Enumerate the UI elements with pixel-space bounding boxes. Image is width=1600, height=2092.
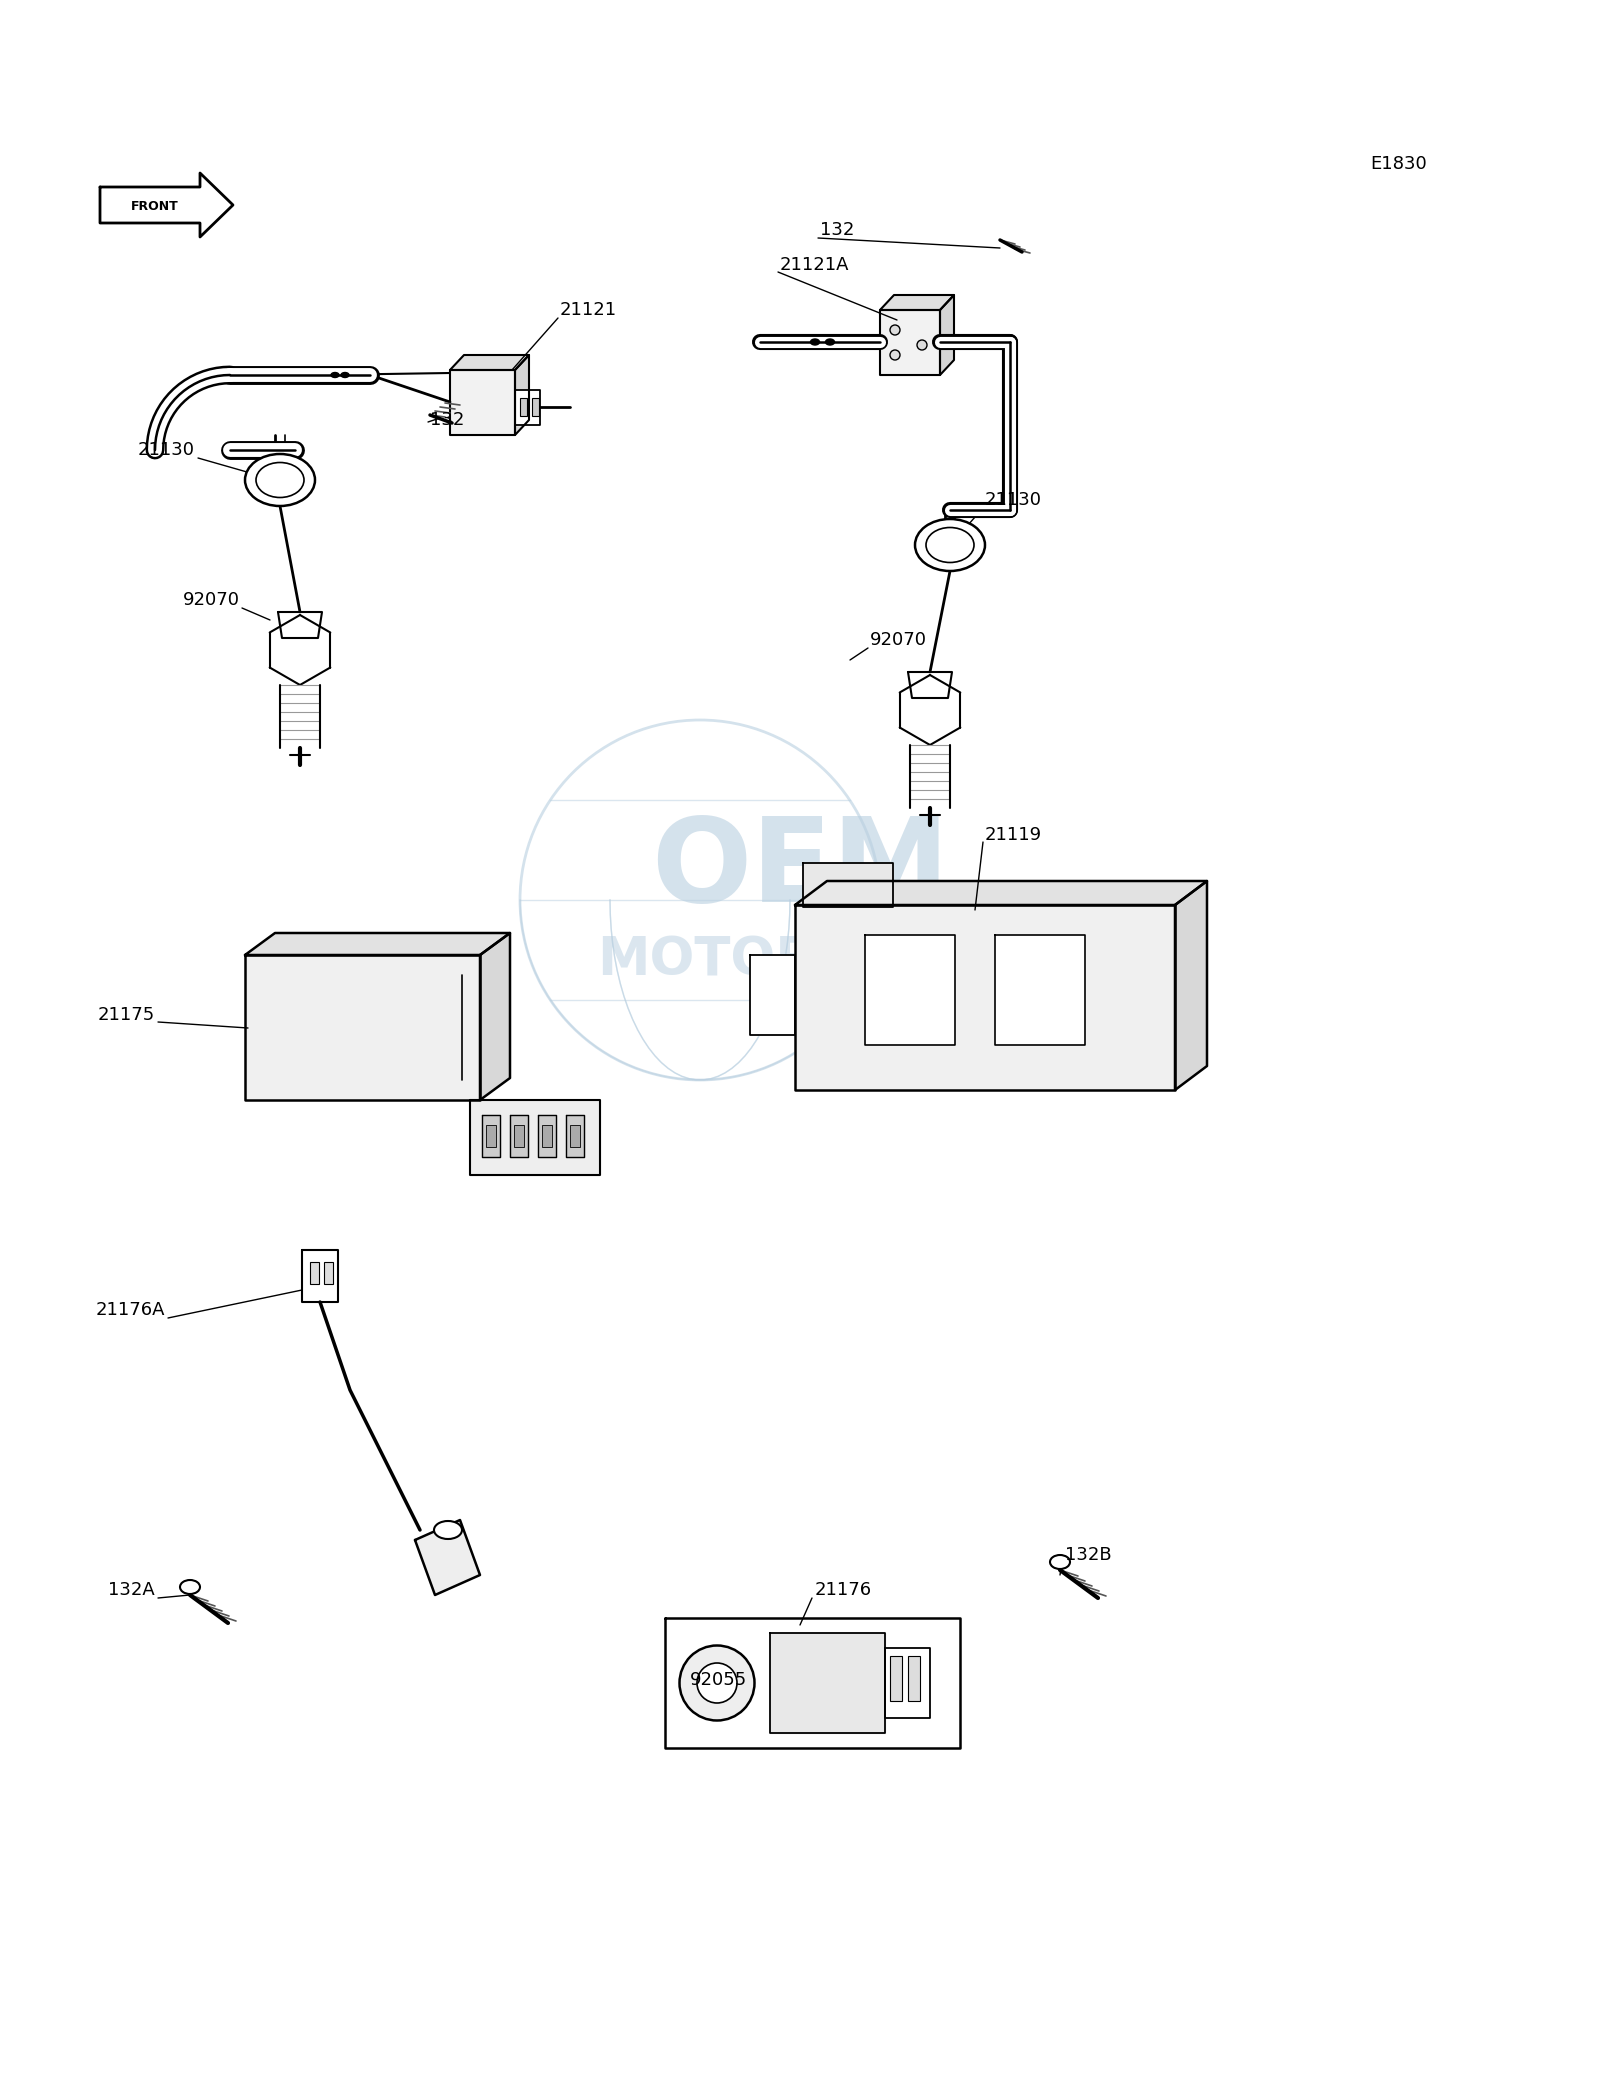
Text: FRONT: FRONT [131,199,179,213]
Ellipse shape [1050,1554,1070,1569]
Text: 21119: 21119 [986,826,1042,843]
Polygon shape [450,356,530,370]
Polygon shape [414,1521,480,1594]
Polygon shape [278,613,322,638]
Polygon shape [803,864,893,908]
Text: 21130: 21130 [138,441,195,458]
Polygon shape [245,956,480,1100]
Polygon shape [515,356,530,435]
Text: 92070: 92070 [182,592,240,609]
Polygon shape [245,933,510,956]
Text: 132A: 132A [109,1582,155,1598]
Polygon shape [995,935,1085,1046]
Ellipse shape [434,1521,462,1540]
Polygon shape [566,1115,584,1157]
Polygon shape [99,174,234,236]
Polygon shape [866,935,955,1046]
Bar [520,397,526,416]
Bar [909,1657,920,1701]
Polygon shape [510,1115,528,1157]
Text: 132: 132 [819,222,854,238]
Ellipse shape [179,1579,200,1594]
Polygon shape [885,1648,930,1718]
Text: 21121: 21121 [560,301,618,318]
Polygon shape [770,1634,885,1732]
Text: 21175: 21175 [98,1006,155,1023]
Bar [542,1125,552,1146]
Ellipse shape [698,1663,738,1703]
Polygon shape [795,906,1174,1090]
Polygon shape [515,389,541,425]
Ellipse shape [331,372,339,377]
Text: 92070: 92070 [870,632,926,649]
Polygon shape [480,933,510,1100]
Polygon shape [909,672,952,699]
Polygon shape [450,370,515,435]
Ellipse shape [256,462,304,498]
Text: 132B: 132B [1066,1546,1112,1565]
Polygon shape [302,1251,338,1301]
Text: 132: 132 [430,410,464,429]
Bar [323,1261,333,1284]
Text: 92055: 92055 [690,1672,747,1688]
Text: 21176: 21176 [814,1582,872,1598]
Polygon shape [538,1115,557,1157]
Ellipse shape [811,339,819,345]
Polygon shape [482,1115,499,1157]
Ellipse shape [245,454,315,506]
Ellipse shape [341,372,349,377]
Polygon shape [470,1100,600,1176]
Polygon shape [1174,881,1206,1090]
Ellipse shape [826,339,835,345]
Polygon shape [941,295,954,374]
Text: 21121A: 21121A [781,255,850,274]
Bar [531,397,539,416]
Polygon shape [666,1617,960,1749]
Bar [514,1125,525,1146]
Polygon shape [750,956,795,1036]
Ellipse shape [890,324,899,335]
Bar [310,1261,318,1284]
Polygon shape [795,881,1206,906]
Text: E1830: E1830 [1370,155,1427,174]
Text: 21130: 21130 [986,492,1042,508]
Ellipse shape [680,1646,755,1720]
Polygon shape [880,310,941,374]
Bar [890,1657,902,1701]
Ellipse shape [926,527,974,563]
Text: OEM: OEM [651,812,949,927]
Ellipse shape [915,519,986,571]
Ellipse shape [890,349,899,360]
Ellipse shape [917,341,926,349]
Bar [486,1125,496,1146]
Polygon shape [880,295,954,310]
Bar [570,1125,579,1146]
Text: 21176A: 21176A [96,1301,165,1318]
Text: MOTORPARTS: MOTORPARTS [597,933,1003,985]
